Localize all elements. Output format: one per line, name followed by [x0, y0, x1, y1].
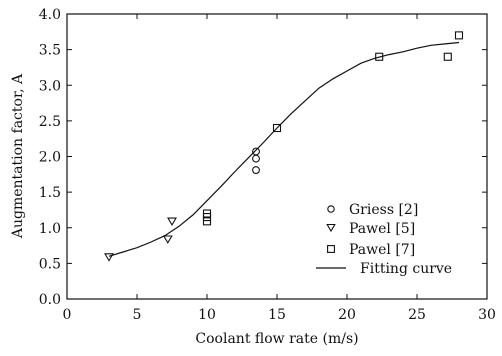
legend-triangle-marker	[326, 223, 336, 233]
legend-item-fitting-curve: Fitting curve	[316, 261, 452, 277]
legend-circle-marker	[327, 205, 335, 213]
y-tick-label: 4.0	[39, 7, 61, 23]
x-tick-label: 5	[133, 307, 142, 323]
y-tick-label: 0.0	[39, 292, 61, 308]
y-tick-label: 2.5	[39, 114, 61, 130]
legend-item-pawel-5: Pawel [5]	[326, 221, 415, 237]
y-tick-label: 0.5	[39, 256, 61, 272]
y-tick-label: 2.0	[39, 150, 61, 166]
pawel-7-data-point	[272, 123, 282, 133]
pawel-7-data-point	[202, 217, 212, 226]
fitting-curve-line	[108, 41, 460, 257]
y-tick-label: 1.5	[39, 185, 61, 201]
series-layer	[104, 31, 464, 262]
griess-data-point	[252, 154, 260, 163]
legend-label-pawel-5: Pawel [5]	[349, 221, 415, 237]
y-tick-label: 3.5	[39, 43, 61, 59]
legend: Griess [2] Pawel [5] Pawel [7] Fitting c…	[316, 202, 452, 277]
griess-data-point	[252, 166, 260, 174]
legend-label-fitting-curve: Fitting curve	[360, 261, 452, 277]
pawel-7-data-point	[454, 31, 464, 40]
y-tick-label: 1.0	[39, 221, 61, 237]
legend-square-marker	[327, 245, 335, 253]
x-tick-label: 0	[63, 307, 72, 323]
legend-item-griess: Griess [2]	[327, 202, 418, 218]
legend-label-pawel-7: Pawel [7]	[349, 242, 415, 258]
x-tick-label: 15	[268, 307, 286, 323]
legend-label-griess: Griess [2]	[349, 202, 418, 218]
x-tick-label: 25	[408, 307, 426, 323]
x-tick-label: 20	[338, 307, 356, 323]
pawel-7-data-point	[375, 52, 384, 61]
pawel-7-data-point	[443, 52, 452, 61]
pawel-5-data-point	[104, 253, 114, 262]
y-tick-label: 3.0	[39, 78, 61, 94]
x-ticks: 0 5 10 15 20 25 30	[63, 14, 496, 323]
legend-item-pawel-7: Pawel [7]	[327, 242, 415, 258]
y-ticks: 0.0 0.5 1.0 1.5 2.0 2.5 3.0 3.5 4.0	[39, 7, 487, 308]
pawel-5-data-point	[167, 217, 177, 226]
x-axis-title: Coolant flow rate (m/s)	[195, 331, 358, 347]
x-tick-label: 30	[478, 307, 496, 323]
plot-frame	[66, 13, 488, 300]
x-tick-label: 10	[198, 307, 216, 323]
y-axis-title: Augmentation factor, A	[10, 73, 26, 239]
pawel-7-data-point	[202, 209, 212, 218]
griess-data-point	[252, 147, 260, 156]
pawel-5-data-point	[162, 235, 173, 244]
